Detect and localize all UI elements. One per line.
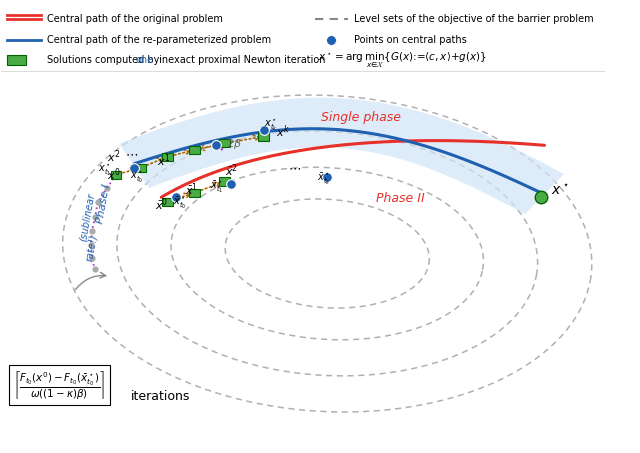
Text: inexact proximal Newton iteration: inexact proximal Newton iteration	[156, 55, 325, 65]
Text: $x^k$: $x^k$	[276, 123, 290, 140]
Text: $x_{t_k}^\star$: $x_{t_k}^\star$	[264, 116, 278, 133]
Text: one: one	[136, 55, 154, 65]
Text: $x_{t_1}^\star$: $x_{t_1}^\star$	[98, 161, 111, 178]
FancyBboxPatch shape	[259, 132, 269, 140]
Text: iterations: iterations	[131, 390, 191, 403]
FancyBboxPatch shape	[135, 164, 146, 172]
Polygon shape	[119, 98, 564, 214]
Text: Points on central paths: Points on central paths	[355, 35, 467, 45]
Text: (sublinear: (sublinear	[78, 192, 97, 242]
Text: rate!): rate!)	[84, 233, 99, 262]
FancyBboxPatch shape	[162, 198, 173, 206]
FancyBboxPatch shape	[111, 171, 122, 179]
FancyBboxPatch shape	[162, 153, 173, 161]
Text: $x_{t_0}^\star$: $x_{t_0}^\star$	[130, 168, 143, 184]
Text: $\cdots$: $\cdots$	[288, 161, 301, 174]
Text: Central path of the original problem: Central path of the original problem	[47, 14, 223, 24]
FancyBboxPatch shape	[8, 54, 26, 65]
Text: Phase I: Phase I	[95, 183, 112, 224]
Text: $\bar{x}_{t_k}^\star$: $\bar{x}_{t_k}^\star$	[317, 171, 331, 187]
Text: $x^\star$: $x^\star$	[550, 183, 568, 198]
FancyBboxPatch shape	[189, 146, 200, 154]
Text: $\left\lceil\dfrac{F_{t_0}(x^0) - F_{t_0}(\bar{x}_{t_0}^\star)}{\omega\left((1-\: $\left\lceil\dfrac{F_{t_0}(x^0) - F_{t_0…	[13, 369, 106, 401]
Text: $x^0$: $x^0$	[107, 166, 121, 183]
Text: $\bar{x}^2$: $\bar{x}^2$	[225, 163, 238, 179]
Text: Solutions computed by: Solutions computed by	[47, 55, 162, 65]
Text: $\cdots$: $\cdots$	[125, 148, 138, 161]
Text: Single phase: Single phase	[321, 111, 401, 124]
Text: $2\beta$: $2\beta$	[226, 137, 242, 151]
Text: $\bar{x}_{t_0}^\star$: $\bar{x}_{t_0}^\star$	[173, 194, 187, 211]
Text: $\bar{x}^1$: $\bar{x}^1$	[186, 182, 198, 198]
Text: Level sets of the objective of the barrier problem: Level sets of the objective of the barri…	[355, 14, 594, 24]
Text: Central path of the re-parameterized problem: Central path of the re-parameterized pro…	[47, 35, 271, 45]
Text: $x^\star = \arg\min_{x \in \mathcal{X}}\{G(x) := \langle c, x\rangle + g(x)\}$: $x^\star = \arg\min_{x \in \mathcal{X}}\…	[318, 51, 487, 69]
FancyBboxPatch shape	[220, 178, 230, 186]
Text: $\bar{x}_{t_1}^\star$: $\bar{x}_{t_1}^\star$	[209, 179, 223, 195]
Text: Phase II: Phase II	[376, 192, 424, 205]
FancyBboxPatch shape	[189, 189, 200, 197]
FancyBboxPatch shape	[220, 139, 230, 147]
Text: $\bar{x}^0$: $\bar{x}^0$	[156, 196, 168, 213]
Text: $x^1$: $x^1$	[157, 153, 171, 169]
Text: $x^2$: $x^2$	[107, 148, 120, 164]
